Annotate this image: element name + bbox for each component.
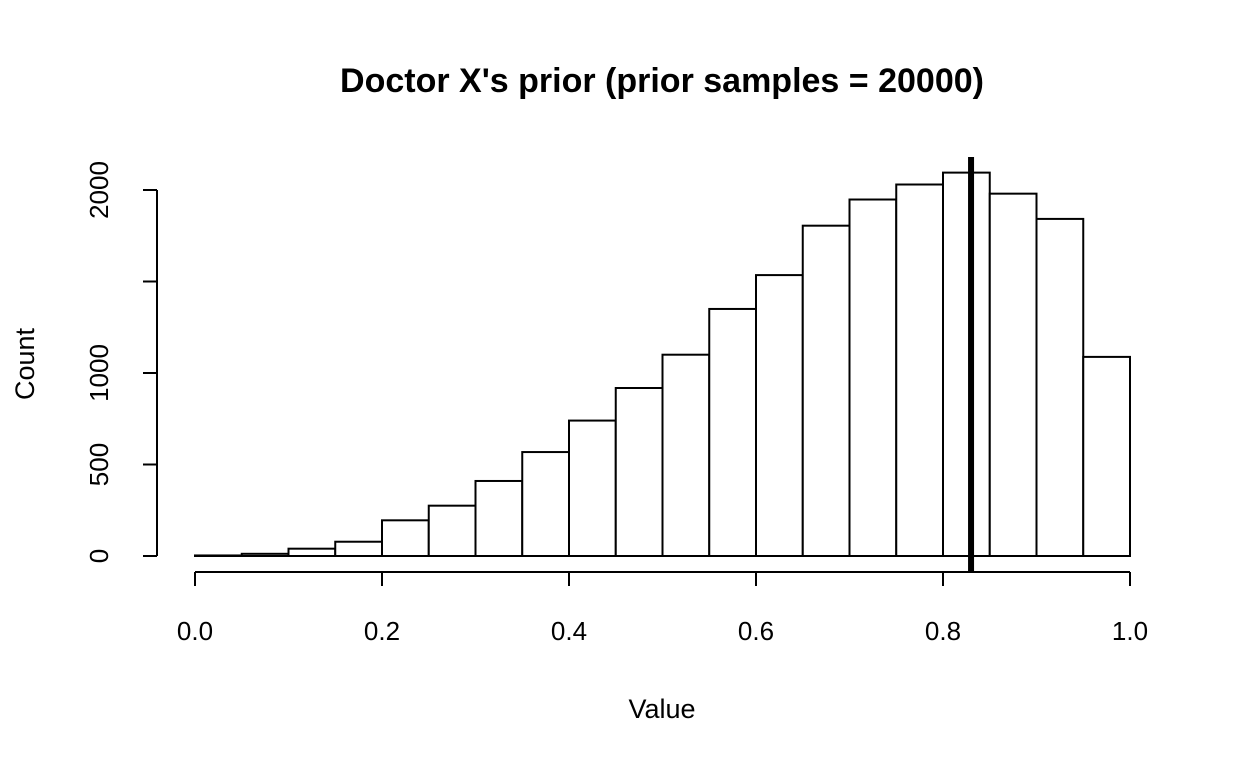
histogram-bar-13	[801, 224, 851, 557]
histogram-bar-1	[240, 552, 290, 558]
histogram-bar-12	[755, 274, 804, 557]
x-tick-label-1: 0.2	[364, 616, 400, 646]
histogram-bar-17	[988, 192, 1038, 557]
x-axis: 0.0 0.2 0.4 0.6 0.8 1.0	[177, 571, 1148, 646]
histogram-bar-6	[474, 479, 524, 557]
histogram-bar-15	[895, 183, 944, 557]
histogram-bar-9	[614, 387, 664, 558]
y-axis: 0 500 1000 2000	[84, 161, 158, 563]
histogram-bar-3	[334, 540, 383, 558]
y-axis-label: Count	[10, 327, 40, 400]
histogram-bar-11	[708, 307, 757, 558]
histogram-bar-4	[381, 519, 430, 558]
histogram-bar-19	[1082, 355, 1131, 557]
x-tick-label-3: 0.6	[738, 616, 774, 646]
x-tick-label-0: 0.0	[177, 616, 213, 646]
y-tick-label-4: 2000	[84, 161, 114, 219]
chart-title: Doctor X's prior (prior samples = 20000)	[340, 62, 984, 100]
histogram-bar-0	[194, 554, 243, 557]
histogram-bar-18	[1035, 217, 1085, 557]
y-tick-label-2: 1000	[84, 344, 114, 402]
histogram-bar-14	[848, 198, 898, 558]
histogram-bar-7	[521, 451, 570, 557]
histogram-bar-2	[287, 547, 337, 557]
histogram-bar-8	[568, 419, 617, 557]
y-tick-label-1: 500	[84, 443, 114, 486]
x-tick-label-4: 0.8	[925, 616, 961, 646]
x-tick-label-5: 1.0	[1112, 616, 1148, 646]
histogram-bar-10	[661, 353, 711, 558]
histogram-bars	[194, 171, 1131, 558]
x-axis-label: Value	[628, 694, 695, 724]
y-tick-label-0: 0	[84, 549, 114, 563]
x-tick-label-2: 0.4	[551, 616, 587, 646]
histogram-bar-5	[427, 504, 477, 557]
histogram-bar-16	[942, 171, 991, 558]
